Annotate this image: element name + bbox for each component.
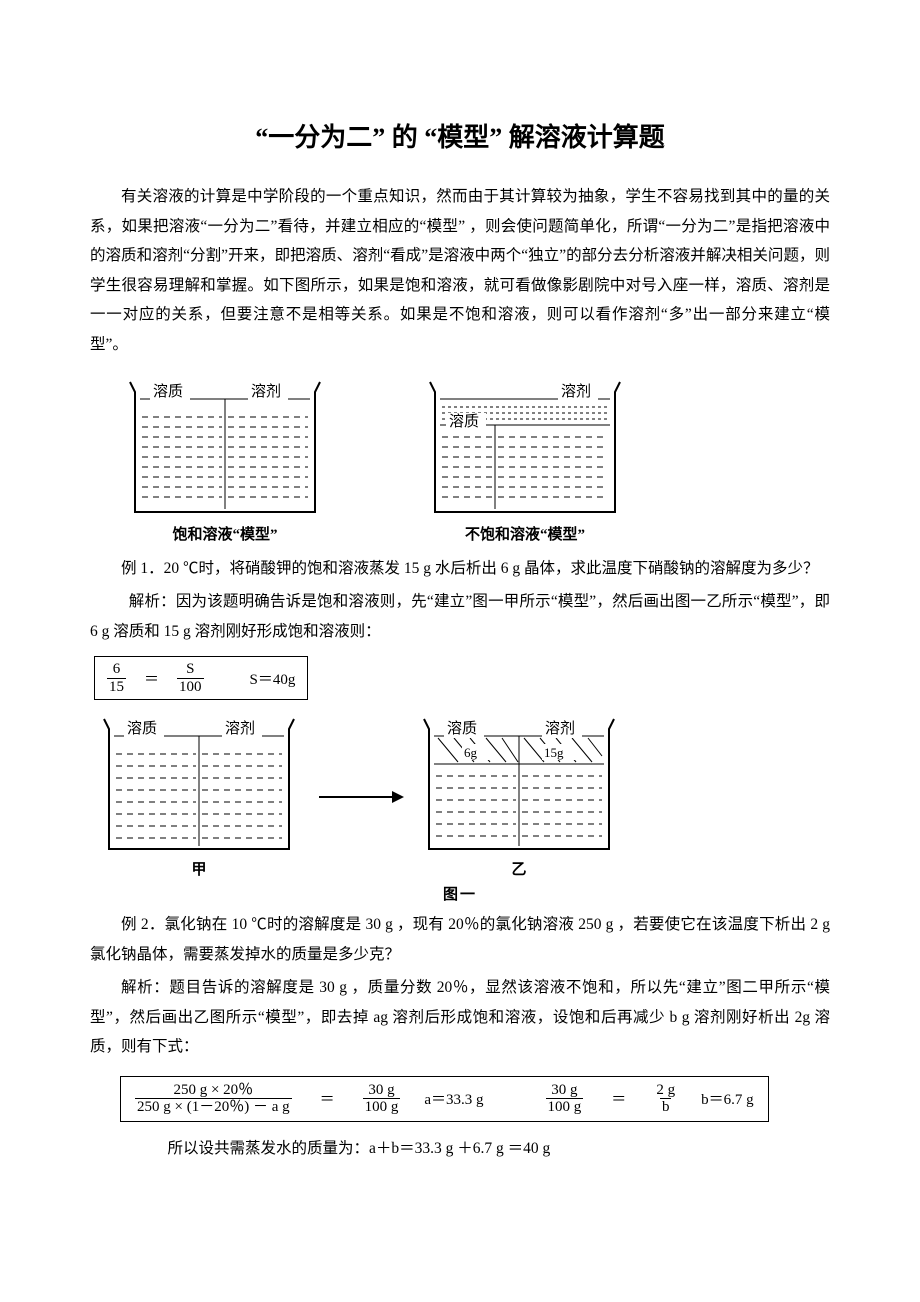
svg-text:溶剂: 溶剂 [545,720,575,737]
page-title: “一分为二” 的 “模型” 解溶液计算题 [90,117,830,154]
solvent-hatching-2 [498,437,608,497]
fig1-arrow [314,782,404,812]
ex2-frac-2: 30 g 100 g [363,1082,401,1116]
beaker-unsaturated-svg: 溶质 溶剂 [420,377,630,517]
svg-text:15g: 15g [544,745,564,760]
top-diagram-row: 溶质 溶剂 饱和溶液“模型” [120,377,830,544]
ex1-problem: 例 1．20 ℃时，将硝酸钾的饱和溶液蒸发 15 g 水后析出 6 g 晶体，求… [90,554,830,583]
intro-paragraph: 有关溶液的计算是中学阶段的一个重点知识，然而由于其计算较为抽象，学生不容易找到其… [90,182,830,359]
ex1-analysis: 解析：因为该题明确告诉是饱和溶液则，先“建立”图一甲所示“模型”，然后画出图一乙… [90,587,830,646]
ex2-equation: 250 g × 20％ 250 g × (1－20％) － a g ＝ 30 g… [120,1076,769,1122]
equals-sign: ＝ [140,668,163,689]
svg-text:溶质: 溶质 [447,720,477,737]
ex1-frac-right: S 100 [177,661,204,695]
solute-hatching-2 [442,437,492,497]
beaker-saturated-svg: 溶质 溶剂 [120,377,330,517]
example-1: 例 1．20 ℃时，将硝酸钾的饱和溶液蒸发 15 g 水后析出 6 g 晶体，求… [90,554,830,904]
caption-saturated: 饱和溶液“模型” [120,523,330,544]
caption-unsaturated: 不饱和溶液“模型” [420,523,630,544]
fig1-beaker-left: 溶质 溶剂 甲 [94,714,304,879]
ex1-result: S＝40g [250,668,296,689]
svg-text:6g: 6g [464,745,478,760]
label-solute-2: 溶质 [449,413,479,430]
ex2-frac-4: 2 g b [654,1082,677,1116]
figure-1: 溶质 溶剂 甲 [90,714,830,904]
svg-text:溶剂: 溶剂 [225,720,255,737]
ex2-frac-3: 30 g 100 g [546,1082,584,1116]
ex2-conclusion: 所以设共需蒸发水的质量为：a＋b＝33.3 g ＋6.7 g ＝40 g [90,1134,830,1163]
beaker-saturated: 溶质 溶剂 饱和溶液“模型” [120,377,330,544]
label-solvent: 溶剂 [251,383,281,400]
fig1-left-name: 甲 [94,858,304,879]
svg-text:溶质: 溶质 [127,720,157,737]
ex2-b-result: b＝6.7 g [701,1088,754,1109]
ex1-equation: 6 15 ＝ S 100 S＝40g [94,656,308,700]
ex2-analysis: 解析：题目告诉的溶解度是 30 g ，质量分数 20％，显然该溶液不饱和，所以先… [90,973,830,1061]
beaker-unsaturated: 溶质 溶剂 不饱和溶液“模型” [420,377,630,544]
label-solvent-2: 溶剂 [561,383,591,400]
solvent-hatching [228,417,308,497]
ex2-problem: 例 2．氯化钠在 10 ℃时的溶解度是 30 g ，现有 20％的氯化钠溶液 2… [90,910,830,969]
ex1-frac-left: 6 15 [107,661,126,695]
fig1-beaker-right: 6g 15g [414,714,624,879]
label-solute: 溶质 [153,383,183,400]
fig1-caption: 图一 [90,883,830,904]
fig1-right-name: 乙 [414,858,624,879]
ex2-frac-1: 250 g × 20％ 250 g × (1－20％) － a g [135,1082,292,1116]
ex2-a-result: a＝33.3 g [424,1088,483,1109]
example-2: 例 2．氯化钠在 10 ℃时的溶解度是 30 g ，现有 20％的氯化钠溶液 2… [90,910,830,1163]
solute-hatching [142,417,222,497]
page: “一分为二” 的 “模型” 解溶液计算题 有关溶液的计算是中学阶段的一个重点知识… [0,0,920,1302]
